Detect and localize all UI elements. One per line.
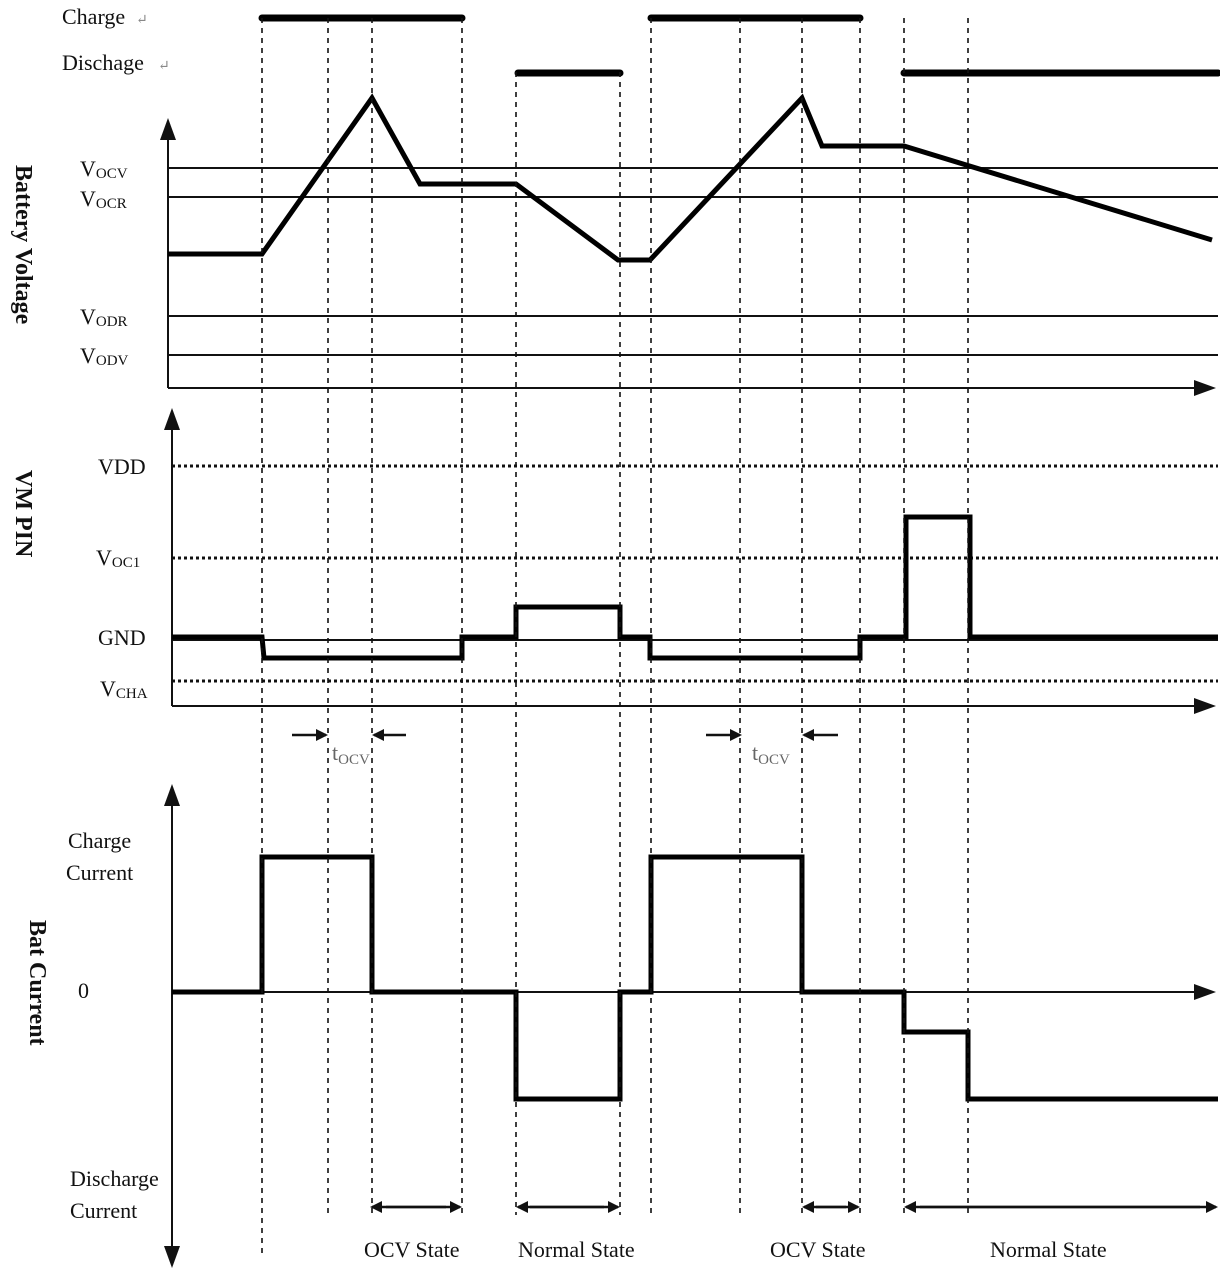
vodr-label: VODR xyxy=(80,304,128,330)
vdd-label: VDD xyxy=(98,454,146,479)
current-y-arrow-down xyxy=(164,1246,180,1268)
ocv-state-label-1: OCV State xyxy=(364,1237,460,1262)
current-y-arrow-up xyxy=(164,784,180,806)
time-arrow-3 xyxy=(1194,984,1216,1000)
zero-label: 0 xyxy=(78,978,89,1003)
time-arrow-2 xyxy=(1194,698,1216,714)
return-mark: ↵ xyxy=(136,13,148,28)
charge-label: Charge xyxy=(62,4,125,29)
time-arrow-1 xyxy=(1194,380,1216,396)
ocv-state-label-2: OCV State xyxy=(770,1237,866,1262)
vocv-label: VOCV xyxy=(80,156,128,182)
vm-pin-panel: VM PIN VDD VOC1 GND VCHA xyxy=(10,408,1218,714)
charge-current-label-2: Current xyxy=(66,860,133,885)
gnd-label: GND xyxy=(98,625,146,650)
bat-current-axis-label: Bat Current xyxy=(24,920,50,1046)
discharge-current-label-1: Discharge xyxy=(70,1166,159,1191)
tocv-label-2: tOCV xyxy=(752,740,790,768)
normal-state-label-2: Normal State xyxy=(990,1237,1107,1262)
voc1-label: VOC1 xyxy=(96,545,140,571)
discharge-current-label-2: Current xyxy=(70,1198,137,1223)
battery-voltage-axis-label: Battery Voltage xyxy=(10,165,36,325)
bat-current-waveform xyxy=(172,857,1218,1099)
vm-y-arrow xyxy=(164,408,180,430)
voltage-y-arrow xyxy=(160,118,176,140)
vcha-label: VCHA xyxy=(100,676,148,702)
charge-current-label-1: Charge xyxy=(68,828,131,853)
normal-state-label-1: Normal State xyxy=(518,1237,635,1262)
tocv-label-1: tOCV xyxy=(332,740,370,768)
bat-current-panel: Bat Current Charge Current 0 Discharge C… xyxy=(24,784,1218,1268)
battery-voltage-panel: Battery Voltage VOCV VOCR VODR VODV xyxy=(10,98,1218,396)
battery-voltage-waveform xyxy=(168,98,1212,260)
mode-bars: Charge ↵ Dischage ↵ xyxy=(62,4,1218,75)
discharge-label: Dischage xyxy=(62,50,144,75)
vm-pin-axis-label: VM PIN xyxy=(10,470,36,558)
vodv-label: VODV xyxy=(80,343,129,369)
tocv-markers: tOCV tOCV xyxy=(292,735,838,768)
state-ranges: OCV State Normal State OCV State Normal … xyxy=(364,1207,1216,1262)
return-mark: ↵ xyxy=(158,59,170,74)
vm-pin-waveform xyxy=(172,517,1218,658)
vocr-label: VOCR xyxy=(80,186,127,212)
